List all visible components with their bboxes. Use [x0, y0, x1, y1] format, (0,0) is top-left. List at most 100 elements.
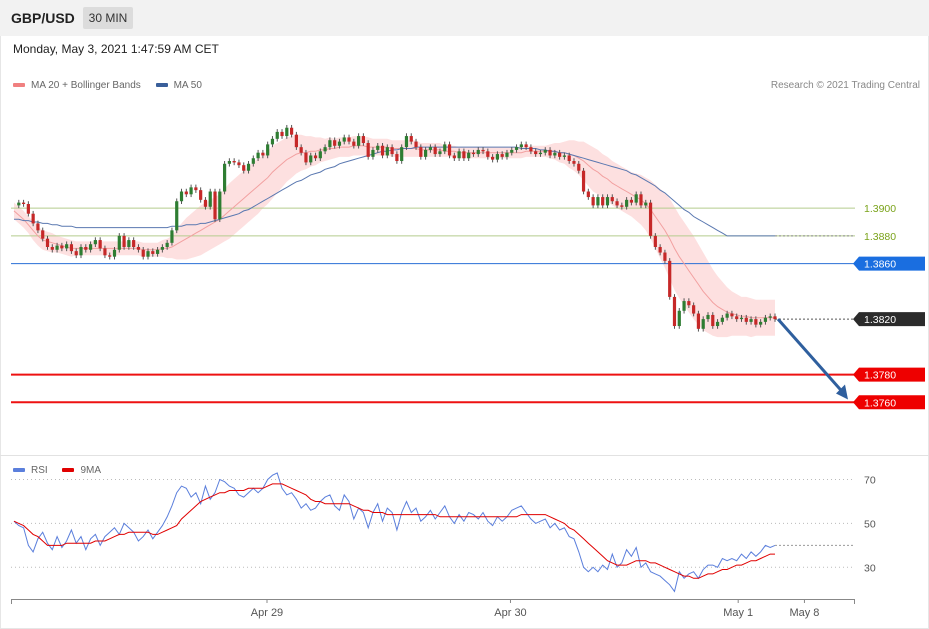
candle-body: [55, 245, 59, 250]
candle-body: [93, 240, 97, 245]
candle-body: [486, 151, 490, 157]
rsi-tick-label-30: 30: [864, 562, 876, 574]
candle-body: [625, 199, 629, 207]
timeframe-button[interactable]: 30 MIN: [83, 7, 133, 29]
candle-body: [98, 240, 102, 249]
legend-swatch-ma20: [13, 83, 25, 88]
candle-body: [462, 151, 466, 159]
candle-body: [610, 197, 614, 202]
candle-body: [294, 134, 298, 148]
candle-body: [529, 147, 533, 152]
legend-item-ma50: MA 50: [155, 80, 202, 91]
candle-body: [773, 316, 777, 320]
candle-body: [452, 155, 456, 159]
candle-body: [591, 197, 595, 206]
candle-body: [692, 305, 696, 314]
level-label-1.3880: 1.3880: [864, 231, 896, 243]
candle-body: [395, 154, 399, 162]
candle-body: [246, 163, 251, 171]
candle-body: [644, 202, 648, 206]
candle-body: [333, 140, 337, 146]
rsi-series-rsi: [13, 472, 776, 593]
candle-body: [653, 235, 657, 247]
level-label-1.3900: 1.3900: [864, 203, 896, 215]
candle-body: [739, 317, 744, 320]
candle-body: [347, 137, 351, 142]
timestamp: Monday, May 3, 2021 1:47:59 AM CET: [13, 42, 219, 56]
candle-body: [629, 199, 634, 203]
candle-body: [538, 152, 543, 155]
candle-body: [677, 310, 681, 327]
level-tag-1.3780: [853, 367, 925, 382]
candle-body: [175, 201, 179, 231]
rsi-tick-label-50: 50: [864, 518, 876, 530]
candle-body: [586, 191, 590, 198]
candle-body: [419, 147, 423, 157]
candle-body: [457, 151, 461, 159]
candle-body: [270, 138, 275, 145]
candle-body: [237, 162, 241, 166]
candle-body: [715, 321, 720, 327]
candle-body: [720, 317, 724, 322]
candle-body: [581, 170, 586, 192]
candle-body: [476, 149, 480, 155]
price-legend: MA 20 + Bollinger Bands MA 50: [13, 80, 214, 91]
candle-body: [232, 161, 236, 163]
candle-body: [69, 244, 74, 252]
forecast-arrow-head: [836, 384, 848, 400]
candle-body: [682, 301, 686, 311]
candle-body: [596, 197, 600, 206]
candle-body: [289, 127, 294, 135]
candle-body: [213, 191, 217, 220]
candle-body: [41, 230, 45, 239]
candle-body: [438, 151, 442, 155]
candle-body: [505, 152, 509, 157]
level-label-1.3780: 1.3780: [864, 370, 896, 382]
candle-body: [179, 191, 184, 202]
candle-body: [366, 142, 370, 157]
candle-body: [524, 144, 528, 148]
candle-body: [711, 314, 715, 327]
symbol-label: GBP/USD: [11, 10, 75, 26]
candle-body: [376, 145, 380, 150]
candle-body: [467, 152, 471, 159]
candle-body: [759, 321, 763, 325]
candle-body: [390, 147, 394, 155]
candle-body: [701, 319, 705, 329]
candle-body: [184, 191, 188, 195]
legend-swatch-ma50: [155, 83, 168, 88]
candle-body: [256, 152, 260, 159]
candle-body: [663, 252, 667, 261]
legend-label-rsi: RSI: [31, 465, 48, 476]
candle-body: [218, 191, 222, 220]
candle-body: [404, 136, 409, 148]
research-credit: Research © 2021 Trading Central: [770, 80, 920, 91]
candle-body: [342, 137, 346, 142]
candle-body: [323, 147, 327, 152]
candle-body: [112, 249, 117, 257]
candle-body: [519, 144, 523, 148]
candle-body: [222, 163, 227, 192]
candle-body: [634, 194, 638, 203]
candles: [17, 124, 777, 332]
candle-body: [60, 245, 64, 249]
candle-body: [17, 202, 21, 206]
x-tick-label-3: May 8: [789, 607, 819, 619]
candle-body: [648, 202, 653, 236]
candle-body: [481, 149, 485, 152]
candle-body: [21, 202, 26, 205]
candle-body: [768, 316, 772, 318]
legend-label-ma20: MA 20 + Bollinger Bands: [31, 80, 141, 91]
candle-body: [313, 155, 318, 159]
forecast-arrow-shaft: [776, 318, 845, 394]
candle-body: [601, 197, 605, 206]
candle-body: [706, 314, 710, 320]
candle-body: [103, 248, 107, 256]
candle-body: [409, 136, 413, 142]
legend-swatch-9ma: [62, 468, 75, 473]
rsi-series-9ma: [13, 483, 775, 579]
candle-body: [658, 246, 662, 253]
legend-label-9ma: 9MA: [80, 465, 102, 476]
candle-body: [275, 131, 279, 139]
